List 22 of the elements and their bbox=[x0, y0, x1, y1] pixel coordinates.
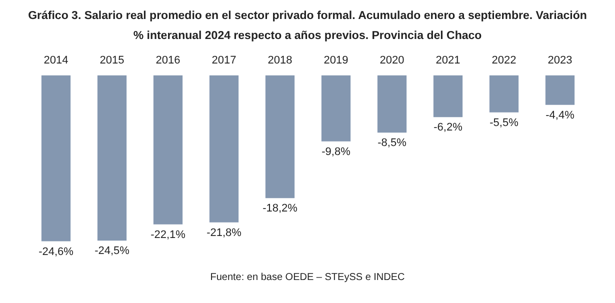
x-tick-label: 2023 bbox=[547, 54, 572, 67]
x-tick-label: 2020 bbox=[379, 54, 404, 67]
x-tick-label: 2019 bbox=[323, 54, 348, 67]
x-tick-label: 2022 bbox=[491, 54, 516, 67]
source-note: Fuente: en base OEDE – STEySS e INDEC bbox=[210, 272, 405, 283]
data-label: -24,6% bbox=[38, 246, 74, 258]
data-label: -24,5% bbox=[94, 245, 130, 258]
x-tick-label: 2016 bbox=[155, 54, 180, 67]
data-label: -18,2% bbox=[262, 202, 298, 215]
data-label: -9,8% bbox=[321, 146, 350, 158]
x-tick-label: 2017 bbox=[211, 54, 236, 67]
data-label: -21,8% bbox=[206, 226, 242, 239]
data-label: -4,4% bbox=[545, 109, 574, 122]
chart-title: Gráfico 3. Salario real promedio en el sector privado formal. Acumulado enero a septiembre. Variación % interanual 2024 respecto a años previos. Provincia del Chaco bbox=[28, 9, 588, 44]
x-tick-label: 2018 bbox=[267, 54, 292, 67]
x-tick-label: 2014 bbox=[43, 54, 68, 67]
data-label: -22,1% bbox=[150, 228, 186, 241]
x-tick-label: 2021 bbox=[435, 54, 460, 67]
x-tick-label: 2015 bbox=[99, 54, 124, 67]
data-label: -6,2% bbox=[433, 122, 462, 134]
data-label: -5,5% bbox=[489, 116, 518, 129]
data-label: -8,5% bbox=[377, 137, 406, 150]
